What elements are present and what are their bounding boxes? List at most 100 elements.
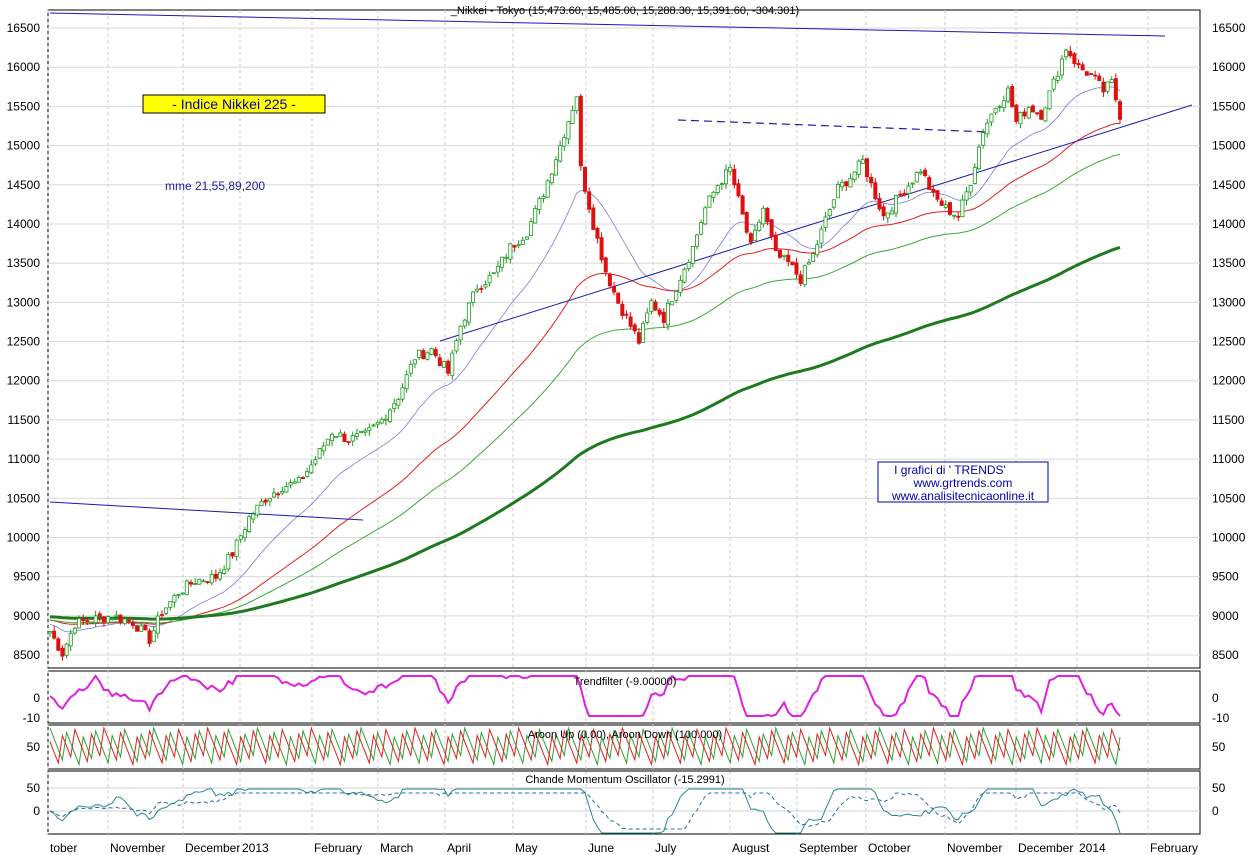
y-tick-left: 14500 [7,178,41,192]
y-tick-left: 14000 [7,217,41,231]
candle-body [898,193,903,196]
y-tick-right: 15500 [1212,99,1246,113]
trendline-resistance [677,119,991,133]
ema-89-line [49,153,1121,624]
candle-body [1001,100,1006,109]
candle-body [1113,78,1118,101]
y-tick-left: 11500 [8,413,41,427]
candle-body [446,360,451,374]
candle-body [603,257,608,273]
candle-body [251,513,256,520]
candle-body [288,482,293,486]
candle-body [541,196,546,199]
candle-body [686,262,691,270]
candle-body [184,580,189,596]
candle-body [645,312,650,323]
candle-body [815,244,820,256]
candle-body [135,625,140,632]
candle-body [616,292,621,304]
candle-body [400,387,405,400]
candle-body [881,206,886,217]
candle-body [537,198,542,210]
watermark-line-3: www.analisitecnicaonline.it [891,489,1035,503]
x-tick-label: July [655,841,676,855]
x-tick-label: March [380,841,413,855]
candle-body [338,432,343,437]
candle-body [869,177,874,184]
trendfilter-label: Trendfilter (-9.00000) [574,676,677,688]
candle-body [313,459,318,465]
candle-body [1018,112,1023,125]
watermark-line-1: I grafici di ' TRENDS' [894,463,1006,477]
candle-body [952,214,957,217]
candle-body [172,594,177,603]
candle-body [242,529,247,539]
x-tick-label: August [732,841,770,855]
cmo-tick-left: 50 [27,781,41,795]
candle-body [549,173,554,184]
candle-body [1035,112,1040,115]
y-tick-left: 13500 [7,256,41,270]
y-tick-left: 16000 [7,60,41,74]
candle-body [835,184,840,199]
candle-body [960,199,965,218]
candle-body [628,316,633,327]
y-tick-left: 12000 [7,374,41,388]
candle-body [267,497,272,502]
candle-body [757,221,762,231]
candle-body [968,184,973,193]
x-tick-label: May [515,841,538,855]
y-tick-right: 10500 [1212,491,1246,505]
candle-body [114,614,119,617]
candle-body [632,324,637,332]
candle-body [923,169,928,176]
aroon-label: Aroon Up (0.00), Aroon Down (100.000) [528,729,722,741]
candle-body [379,418,384,424]
candle-body [894,194,899,214]
candle-body [636,332,641,344]
candle-body [475,288,480,292]
candle-body [159,613,164,616]
candle-body [271,492,276,498]
cmo-tick-right: 0 [1212,804,1219,818]
candle-body [529,221,534,236]
candle-body [89,621,94,624]
x-tick-label: June [588,841,614,855]
candle-body [707,195,712,208]
aroon-tick-left: 50 [27,740,41,754]
trendline-left [49,501,364,521]
trendfilter-tick-left: -10 [23,711,41,725]
candle-body [566,121,571,140]
candle-body [657,309,662,315]
candle-body [1076,62,1081,66]
candle-body [495,265,500,273]
candle-body [122,618,127,625]
candles [48,45,1123,661]
candle-body [330,433,335,442]
candle-body [72,627,77,634]
candle-body [906,185,911,195]
candle-body [674,290,679,301]
candle-body [956,215,961,218]
candle-body [873,182,878,200]
candle-body [417,349,422,358]
candle-body [425,352,430,360]
candle-body [218,571,223,580]
y-tick-right: 11000 [1212,452,1245,466]
candle-body [81,618,86,622]
candle-body [939,200,944,206]
candle-body [280,491,285,494]
candle-body [396,399,401,406]
candle-body [101,616,106,623]
candle-body [1055,75,1060,81]
candle-body [437,357,442,366]
x-tick-label: December [1018,841,1073,855]
candle-body [48,631,53,634]
candle-body [305,471,310,477]
candle-body [60,647,65,657]
candle-body [587,191,592,210]
candle-body [885,212,890,219]
x-tick-label: October [868,841,911,855]
candle-body [744,211,749,233]
